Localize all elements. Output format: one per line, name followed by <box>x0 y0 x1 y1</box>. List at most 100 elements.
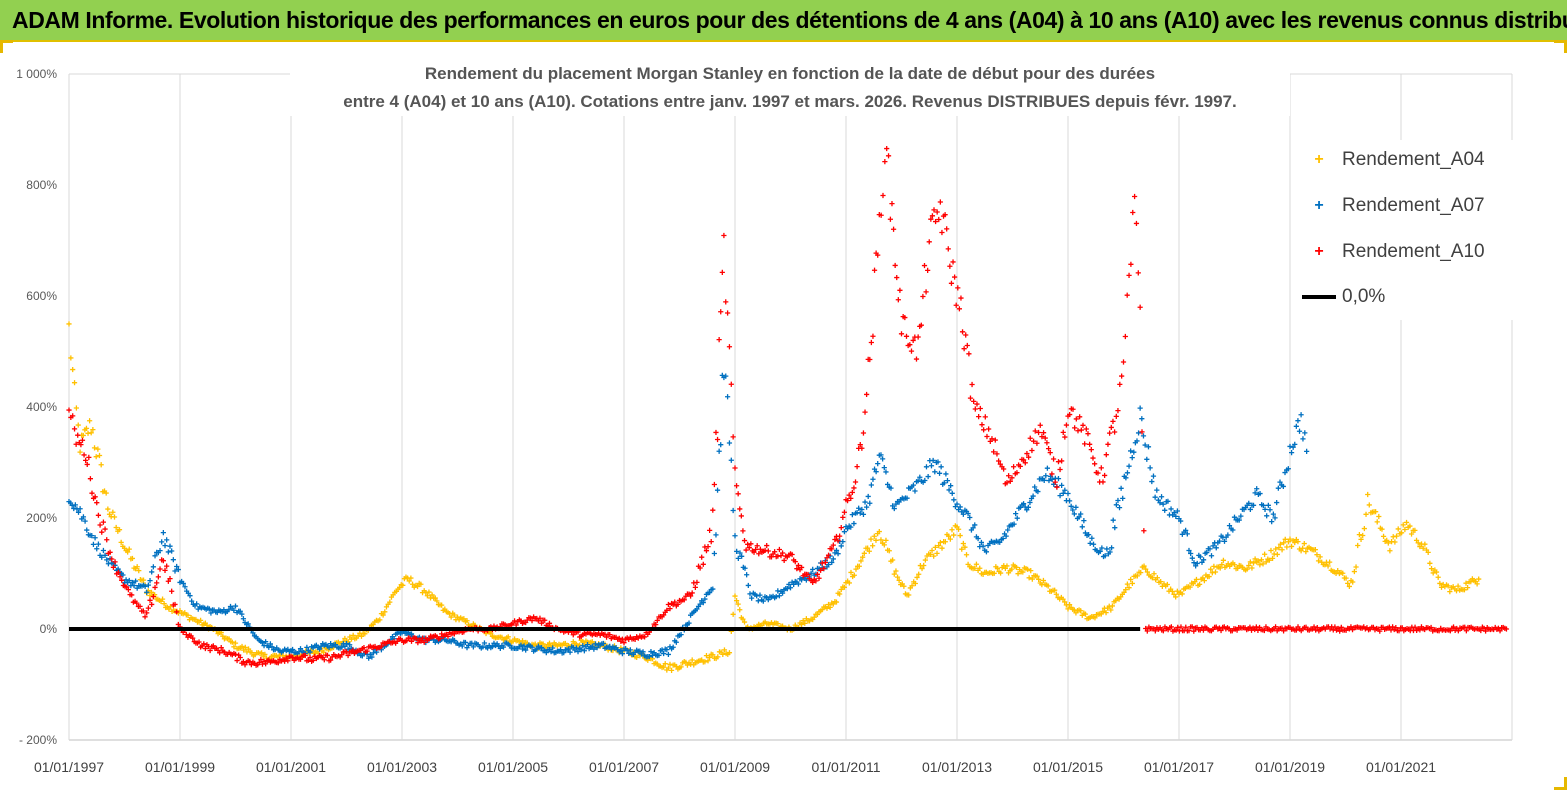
scatter-point <box>664 607 670 613</box>
scatter-point <box>1225 532 1231 538</box>
scatter-point <box>1098 611 1104 617</box>
scatter-point <box>765 597 771 603</box>
scatter-point <box>343 640 350 647</box>
scatter-point <box>1268 547 1274 554</box>
scatter-point <box>1151 571 1157 577</box>
scatter-point <box>718 309 724 315</box>
scatter-point <box>994 565 1001 571</box>
scatter-point <box>902 314 908 321</box>
scatter-point <box>316 646 323 652</box>
scatter-point <box>110 509 116 515</box>
scatter-point <box>838 543 844 549</box>
scatter-point <box>1246 562 1252 569</box>
scatter-point <box>1365 491 1371 498</box>
scatter-point <box>746 545 752 551</box>
scatter-point <box>926 239 932 245</box>
scatter-point <box>942 212 948 218</box>
scatter-point <box>1360 532 1366 539</box>
scatter-point <box>1290 444 1296 450</box>
scatter-point <box>1105 441 1111 447</box>
scatter-point <box>210 643 216 649</box>
scatter-point <box>448 614 454 620</box>
scatter-point <box>829 546 835 552</box>
scatter-point <box>1047 450 1053 456</box>
scatter-point <box>838 525 844 531</box>
scatter-point <box>1393 625 1399 631</box>
scatter-point <box>1412 624 1418 630</box>
scatter-point <box>967 395 974 401</box>
scatter-point <box>1011 464 1017 470</box>
scatter-point <box>1284 544 1290 550</box>
scatter-point <box>952 274 958 280</box>
scatter-point <box>342 635 348 642</box>
scatter-point <box>1179 591 1185 597</box>
scatter-point <box>1066 498 1073 504</box>
scatter-point <box>1015 571 1021 577</box>
scatter-point <box>716 337 722 343</box>
scatter-point <box>136 568 142 574</box>
scatter-point <box>1361 525 1367 532</box>
scatter-point <box>231 607 237 613</box>
scatter-point <box>1057 466 1063 473</box>
scatter-point <box>1250 502 1257 508</box>
scatter-point <box>800 618 806 624</box>
scatter-point <box>488 630 494 636</box>
scatter-point <box>1380 533 1387 539</box>
scatter-point <box>890 557 896 563</box>
scatter-point <box>83 457 89 464</box>
scatter-point <box>1298 412 1304 418</box>
scatter-point <box>835 538 841 544</box>
scatter-point <box>1100 479 1106 485</box>
scatter-point <box>116 527 123 533</box>
scatter-point <box>140 577 147 583</box>
scatter-point <box>92 494 98 500</box>
scatter-point <box>1000 535 1006 542</box>
scatter-point <box>618 648 624 654</box>
header-title: ADAM Informe. Evolution historique des p… <box>12 7 1567 33</box>
series-1 <box>66 321 1482 673</box>
scatter-point <box>1014 515 1020 521</box>
scatter-point <box>699 554 705 560</box>
scatter-point <box>860 554 866 560</box>
scatter-point <box>229 639 235 645</box>
scatter-point <box>1220 557 1226 563</box>
scatter-point <box>1113 502 1119 508</box>
scatter-point <box>142 614 148 620</box>
scatter-point <box>1338 624 1344 630</box>
scatter-point <box>932 469 938 475</box>
scatter-point <box>1267 507 1273 513</box>
scatter-point <box>1476 576 1482 582</box>
scatter-point <box>259 650 265 656</box>
scatter-point <box>725 310 731 316</box>
scatter-point <box>307 649 313 655</box>
scatter-point <box>966 351 972 357</box>
scatter-point <box>923 464 930 470</box>
scatter-point <box>380 612 386 618</box>
scatter-point <box>134 564 140 570</box>
scatter-point <box>1312 547 1318 553</box>
scatter-point <box>954 501 960 507</box>
scatter-point <box>1295 418 1301 424</box>
scatter-point <box>661 664 667 670</box>
scatter-point <box>190 635 196 641</box>
scatter-point <box>66 407 72 413</box>
scatter-point <box>756 551 762 557</box>
scatter-point <box>1221 538 1228 544</box>
scatter-point <box>876 528 882 535</box>
scatter-point <box>387 599 393 605</box>
scatter-point <box>321 657 327 663</box>
scatter-point <box>1277 479 1283 485</box>
scatter-point <box>326 644 332 651</box>
scatter-point <box>1083 426 1089 432</box>
scatter-point <box>960 540 966 547</box>
scatter-point <box>713 532 719 538</box>
scatter-point <box>734 548 740 554</box>
scatter-point <box>1303 549 1309 555</box>
scatter-point <box>760 598 766 604</box>
scatter-point <box>400 582 406 588</box>
scatter-point <box>795 581 802 587</box>
scatter-point <box>72 502 78 508</box>
scatter-point <box>846 492 852 498</box>
scatter-point <box>240 616 247 622</box>
scatter-point <box>1049 476 1055 482</box>
